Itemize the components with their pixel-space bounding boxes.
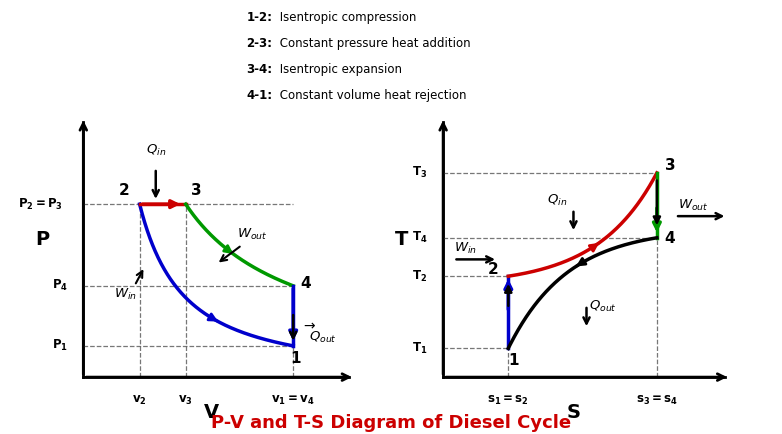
Text: 4: 4 (665, 230, 675, 246)
Text: 3: 3 (191, 183, 201, 197)
Text: 4: 4 (300, 276, 311, 291)
Text: 1: 1 (290, 351, 301, 366)
Text: $\rightarrow$: $\rightarrow$ (301, 318, 317, 332)
Text: Isentropic expansion: Isentropic expansion (276, 63, 402, 76)
Text: $\mathbf{P_4}$: $\mathbf{P_4}$ (52, 278, 68, 293)
Text: $W_{out}$: $W_{out}$ (678, 198, 708, 213)
Text: $\mathbf{P_1}$: $\mathbf{P_1}$ (52, 339, 68, 353)
Text: 1: 1 (508, 353, 518, 368)
Text: 1-2:: 1-2: (246, 11, 272, 24)
Text: 3: 3 (665, 158, 675, 174)
Text: $Q_{out}$: $Q_{out}$ (309, 330, 336, 345)
Text: $\mathbf{T_4}$: $\mathbf{T_4}$ (412, 230, 428, 245)
Text: V: V (204, 403, 219, 422)
Text: T: T (395, 230, 408, 249)
Text: $Q_{out}$: $Q_{out}$ (589, 299, 617, 314)
Text: $\mathbf{s_1 = s_2}$: $\mathbf{s_1 = s_2}$ (487, 394, 529, 407)
Text: $W_{out}$: $W_{out}$ (237, 227, 267, 242)
Text: 2: 2 (487, 262, 498, 277)
Text: Constant volume heat rejection: Constant volume heat rejection (276, 89, 467, 102)
Text: P-V and T-S Diagram of Diesel Cycle: P-V and T-S Diagram of Diesel Cycle (211, 414, 571, 432)
Text: $W_{in}$: $W_{in}$ (114, 287, 137, 302)
Text: 3-4:: 3-4: (246, 63, 272, 76)
Text: 2: 2 (119, 183, 130, 197)
Text: S: S (566, 403, 580, 422)
Text: $\mathbf{v_2}$: $\mathbf{v_2}$ (132, 394, 147, 407)
Text: 4-1:: 4-1: (246, 89, 272, 102)
Text: 2-3:: 2-3: (246, 37, 272, 50)
Text: Constant pressure heat addition: Constant pressure heat addition (276, 37, 471, 50)
Text: Isentropic compression: Isentropic compression (276, 11, 417, 24)
Text: $W_{in}$: $W_{in}$ (454, 241, 476, 256)
Text: P: P (35, 230, 49, 249)
Text: $Q_{in}$: $Q_{in}$ (145, 143, 166, 158)
Text: $Q_{in}$: $Q_{in}$ (547, 193, 568, 208)
Text: $\mathbf{T_2}$: $\mathbf{T_2}$ (412, 269, 428, 284)
Text: $\mathbf{s_3 = s_4}$: $\mathbf{s_3 = s_4}$ (636, 394, 678, 407)
Text: $\mathbf{T_3}$: $\mathbf{T_3}$ (412, 165, 428, 181)
Text: $\mathbf{P_2 = P_3}$: $\mathbf{P_2 = P_3}$ (18, 197, 63, 212)
Text: $\mathbf{T_1}$: $\mathbf{T_1}$ (412, 341, 428, 356)
Text: $\mathbf{v_3}$: $\mathbf{v_3}$ (178, 394, 193, 407)
Text: $\mathbf{v_1 = v_4}$: $\mathbf{v_1 = v_4}$ (271, 394, 315, 407)
